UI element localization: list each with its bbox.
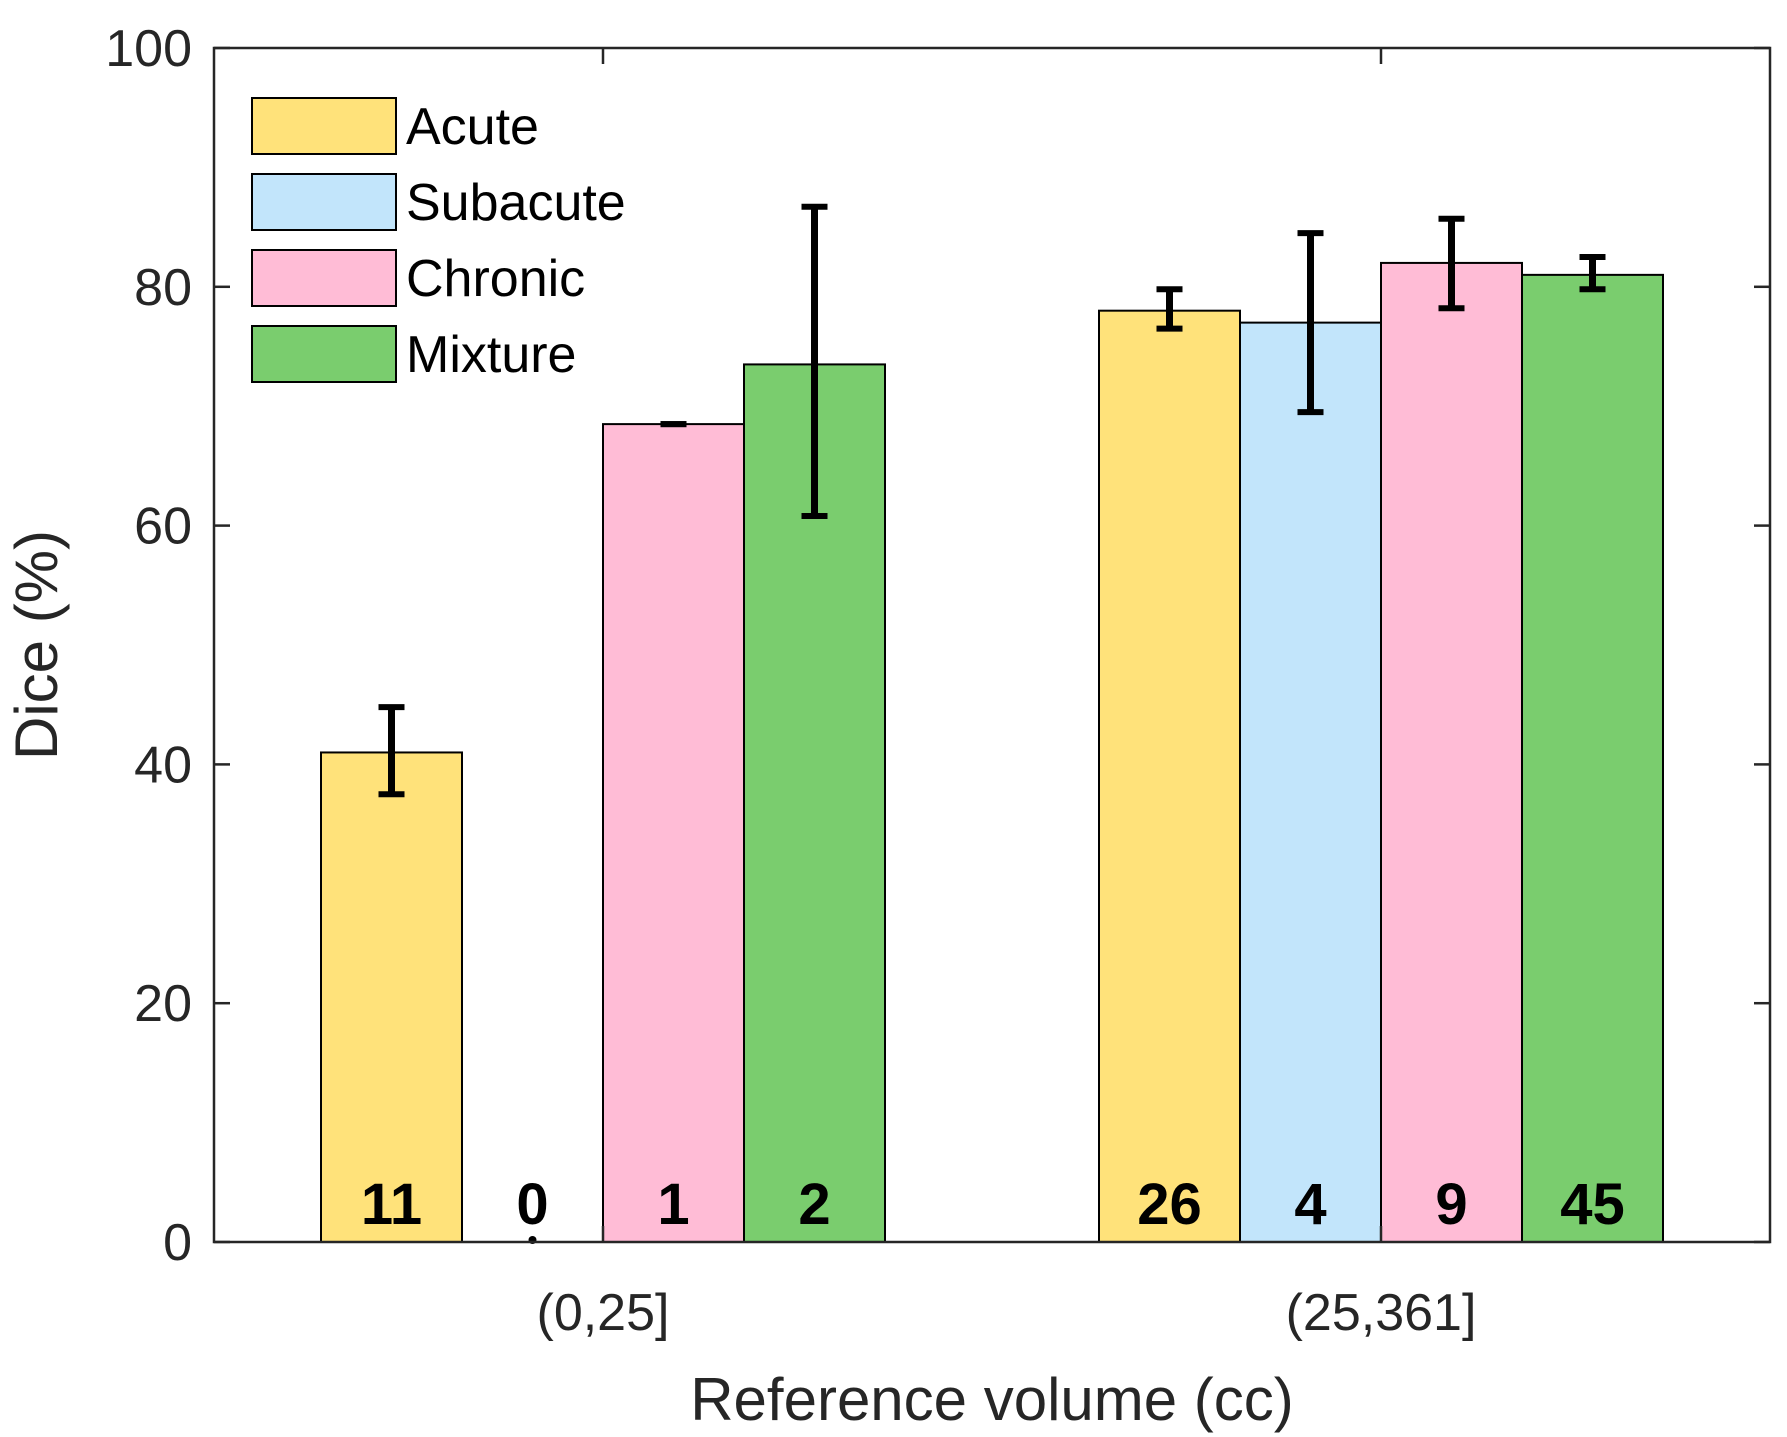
count-label: 0 (516, 1172, 548, 1237)
y-axis-title: Dice (%) (3, 530, 70, 760)
y-tick-label: 40 (134, 736, 192, 794)
x-axis: (0,25] (25,361] (537, 48, 1477, 1342)
bar-mixture (1521, 273, 1664, 1243)
count-label: 9 (1435, 1172, 1467, 1237)
legend-label: Acute (406, 98, 539, 156)
y-tick-label: 100 (105, 20, 192, 78)
legend-swatch-mixture (251, 325, 397, 383)
x-tick-label: (0,25] (537, 1284, 670, 1342)
legend-label: Mixture (406, 326, 576, 384)
y-tick-label: 20 (134, 975, 192, 1033)
bar-chronic (1380, 261, 1523, 1244)
legend-swatch-chronic (251, 249, 397, 307)
bar-subacute (1239, 321, 1382, 1243)
y-tick-label: 80 (134, 259, 192, 317)
y-tick-label: 60 (134, 498, 192, 556)
legend-swatch-subacute (251, 173, 397, 231)
count-label: 11 (361, 1172, 422, 1237)
x-axis-title: Reference volume (cc) (690, 1366, 1294, 1433)
count-label: 2 (798, 1172, 830, 1237)
legend-label: Subacute (406, 174, 626, 232)
axes-box (212, 46, 1772, 1244)
error-bars (378, 203, 1606, 1244)
legend: Acute Subacute Chronic Mixture (251, 97, 626, 384)
bar-acute (1098, 309, 1241, 1243)
count-label: 4 (1294, 1172, 1326, 1237)
bar-chronic (602, 423, 745, 1243)
legend-label: Chronic (406, 250, 585, 308)
count-labels: 11 0 1 2 26 4 9 45 (361, 1172, 1625, 1237)
x-tick-label: (25,361] (1286, 1284, 1477, 1342)
count-label: 26 (1137, 1172, 1202, 1237)
count-label: 45 (1560, 1172, 1625, 1237)
legend-swatch-acute (251, 97, 397, 155)
count-label: 1 (657, 1172, 689, 1237)
bar-acute (320, 751, 463, 1244)
y-tick-label: 0 (163, 1214, 192, 1272)
